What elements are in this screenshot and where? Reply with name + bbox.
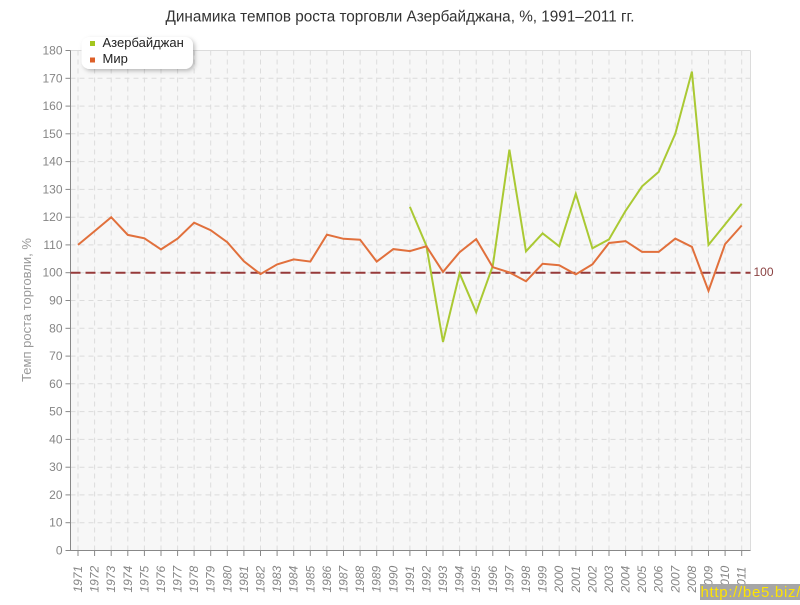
svg-text:10: 10	[49, 516, 63, 530]
svg-text:170: 170	[42, 71, 62, 85]
svg-text:1976: 1976	[154, 565, 168, 592]
svg-text:Динамика темпов роста торговли: Динамика темпов роста торговли Азербайдж…	[165, 9, 634, 26]
svg-text:1993: 1993	[436, 565, 450, 592]
svg-text:2003: 2003	[602, 565, 616, 593]
svg-text:1983: 1983	[270, 565, 284, 592]
svg-text:2005: 2005	[635, 565, 649, 593]
svg-text:80: 80	[49, 321, 63, 335]
svg-text:1988: 1988	[353, 565, 367, 592]
svg-text:2008: 2008	[685, 565, 699, 593]
svg-text:1973: 1973	[104, 565, 118, 592]
svg-text:1997: 1997	[502, 564, 516, 592]
svg-text:70: 70	[49, 349, 63, 363]
svg-text:20: 20	[49, 488, 63, 502]
svg-text:1996: 1996	[486, 565, 500, 592]
svg-text:1991: 1991	[403, 566, 417, 593]
svg-text:1971: 1971	[71, 566, 85, 593]
svg-text:1992: 1992	[419, 565, 433, 592]
svg-text:120: 120	[42, 210, 62, 224]
svg-text:1975: 1975	[137, 565, 151, 592]
svg-text:2006: 2006	[652, 565, 666, 593]
svg-text:150: 150	[42, 127, 62, 141]
svg-text:1986: 1986	[320, 565, 334, 592]
svg-text:100: 100	[754, 265, 774, 279]
svg-text:2000: 2000	[552, 565, 566, 593]
svg-text:1985: 1985	[303, 565, 317, 592]
svg-text:2001: 2001	[569, 566, 583, 594]
svg-text:130: 130	[42, 182, 62, 196]
svg-text:1981: 1981	[237, 566, 251, 593]
svg-text:1982: 1982	[254, 565, 268, 592]
svg-text:1989: 1989	[370, 565, 384, 592]
svg-text:Азербайджан: Азербайджан	[103, 35, 184, 50]
svg-text:160: 160	[42, 99, 62, 113]
svg-text:180: 180	[42, 44, 62, 58]
svg-text:1984: 1984	[287, 565, 301, 592]
svg-text:100: 100	[42, 266, 62, 280]
svg-text:30: 30	[49, 460, 63, 474]
svg-text:0: 0	[56, 544, 63, 558]
svg-text:1977: 1977	[171, 564, 185, 592]
svg-text:1978: 1978	[187, 565, 201, 592]
svg-text:Темп роста торговли, %: Темп роста торговли, %	[19, 238, 34, 382]
svg-text:140: 140	[42, 155, 62, 169]
svg-text:1979: 1979	[204, 565, 218, 592]
svg-text:1980: 1980	[220, 565, 234, 592]
svg-text:1999: 1999	[536, 565, 550, 592]
svg-text:110: 110	[43, 238, 62, 252]
svg-text:1987: 1987	[337, 564, 351, 592]
svg-text:http://be5.biz/: http://be5.biz/	[701, 584, 800, 600]
svg-text:2007: 2007	[668, 564, 682, 593]
svg-text:2002: 2002	[585, 565, 599, 593]
svg-text:1998: 1998	[519, 565, 533, 592]
svg-text:1972: 1972	[88, 565, 102, 592]
svg-text:1974: 1974	[121, 565, 135, 592]
svg-text:90: 90	[49, 294, 63, 308]
svg-text:40: 40	[49, 432, 63, 446]
svg-text:2004: 2004	[619, 565, 633, 593]
svg-text:1990: 1990	[386, 565, 400, 592]
svg-text:1994: 1994	[453, 565, 467, 592]
svg-text:50: 50	[49, 405, 63, 419]
svg-text:Мир: Мир	[103, 51, 128, 66]
svg-text:1995: 1995	[469, 565, 483, 592]
svg-text:60: 60	[49, 377, 63, 391]
